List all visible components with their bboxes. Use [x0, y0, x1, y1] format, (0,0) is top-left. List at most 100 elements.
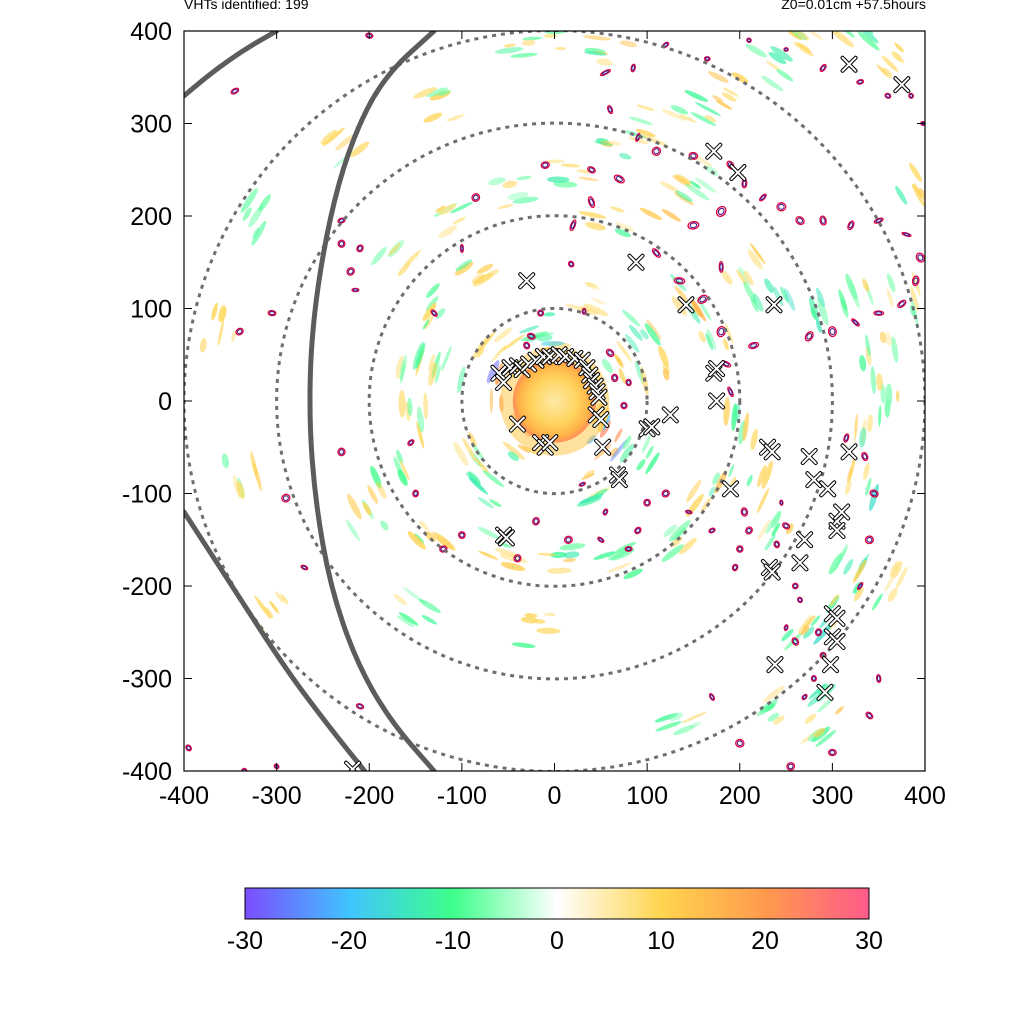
contour-cell-red	[776, 202, 787, 212]
anomaly-patch	[398, 390, 406, 418]
anomaly-patch	[785, 523, 794, 535]
contour-cell-red	[715, 205, 727, 217]
anomaly-patch	[645, 445, 654, 459]
y-tick-label: 300	[130, 111, 172, 139]
vht-marker	[763, 443, 781, 461]
anomaly-patch	[765, 516, 777, 535]
contour-cell-purple	[569, 261, 574, 267]
contour-cell-purple	[301, 565, 308, 570]
anomaly-patch	[895, 185, 908, 205]
anomaly-patch	[731, 403, 738, 431]
vht-marker	[541, 434, 559, 452]
contour-cell-red	[281, 493, 291, 503]
anomaly-patch	[254, 595, 272, 620]
contour-cell-red	[861, 451, 869, 462]
anomaly-patch	[543, 34, 558, 38]
vht-marker-fill	[491, 365, 507, 381]
anomaly-patch	[690, 112, 717, 126]
vht-marker-fill	[595, 439, 611, 455]
anomaly-patch	[815, 730, 837, 748]
contour-cell-purple	[528, 333, 535, 339]
coastline	[307, 31, 437, 771]
anomaly-patch	[397, 469, 408, 486]
anomaly-patch	[661, 208, 682, 222]
contour-cell-red	[578, 481, 586, 487]
vht-marker-fill	[509, 416, 525, 432]
vht-marker	[708, 360, 726, 378]
vht-marker	[816, 683, 834, 701]
anomaly-patch	[712, 95, 724, 103]
anomaly-patch	[544, 159, 565, 164]
vht-marker	[765, 296, 783, 314]
anomaly-patch	[844, 479, 852, 495]
anomaly-patch	[816, 697, 835, 713]
contour-cell-purple	[760, 194, 766, 201]
contour-cell-purple	[866, 536, 873, 543]
contour-cell-purple	[615, 176, 623, 182]
contour-cell-red	[597, 536, 605, 543]
vht-marker	[822, 656, 840, 674]
contour-cell-red	[458, 531, 466, 540]
anomaly-patch	[388, 243, 401, 256]
anomaly-patch	[780, 286, 789, 303]
x-tick-label: 0	[548, 782, 562, 810]
contour-cell-purple	[820, 65, 826, 71]
contour-cell-purple	[829, 750, 836, 755]
anomaly-patch	[746, 474, 753, 487]
anomaly-patch	[396, 449, 404, 465]
contour-cell-purple	[598, 537, 604, 542]
anomaly-patch	[750, 428, 758, 451]
anomaly-patch	[879, 331, 887, 344]
anomaly-patch	[619, 40, 638, 48]
y-tick-label: -400	[122, 758, 172, 786]
anomaly-patch	[707, 71, 729, 83]
anomaly-patch	[380, 520, 389, 531]
vht-marker	[594, 438, 612, 456]
anomaly-patch	[813, 622, 833, 645]
contour-cell-purple	[635, 528, 641, 533]
anomaly-patch	[376, 481, 387, 499]
contour-cell-red	[727, 386, 734, 398]
anomaly-patch	[891, 51, 902, 62]
contour-cell-purple	[857, 79, 863, 84]
anomaly-patch	[462, 437, 477, 462]
contour-cell-purple	[579, 482, 585, 486]
y-tick-label: -300	[122, 666, 172, 694]
anomaly-patch	[452, 216, 466, 225]
anomaly-patch	[500, 334, 525, 352]
contour-cell-purple	[736, 740, 743, 747]
contour-cell-red	[851, 318, 860, 327]
anomaly-patch	[698, 330, 706, 343]
anomaly-patch	[614, 228, 631, 238]
range-ring	[460, 306, 649, 496]
contour-cell-red	[613, 174, 625, 184]
anomaly-patch	[743, 270, 754, 286]
contour-cell-purple	[621, 403, 627, 409]
anomaly-patch	[516, 175, 532, 181]
anomaly-patch	[708, 486, 716, 497]
anomaly-patch	[560, 163, 581, 168]
anomaly-patch	[502, 441, 525, 460]
contour-cell-red	[856, 79, 865, 85]
anomaly-patch	[578, 176, 599, 182]
contour-cell-red	[337, 447, 346, 457]
anomaly-patch	[686, 479, 702, 503]
anomaly-patch	[258, 194, 271, 212]
anomaly-patch	[422, 319, 430, 330]
coastlines	[184, 31, 437, 771]
contour-cell-red	[716, 325, 726, 338]
contour-cell-red	[602, 508, 609, 516]
anomaly-patch	[477, 497, 494, 509]
anomaly-patch	[251, 220, 267, 246]
anomaly-patch	[323, 127, 346, 146]
anomaly-patch	[588, 222, 603, 230]
anomaly-patch	[280, 594, 289, 605]
colorbar: -30 -20 -10 0 10 20 30	[227, 887, 883, 955]
anomaly-patch	[859, 427, 867, 448]
anomaly-patch	[829, 594, 839, 607]
contour-cells	[185, 32, 925, 771]
anomaly-patch	[537, 552, 556, 556]
anomaly-patch	[770, 46, 793, 62]
anomaly-patch	[636, 459, 646, 471]
anomaly-patch	[886, 288, 894, 308]
